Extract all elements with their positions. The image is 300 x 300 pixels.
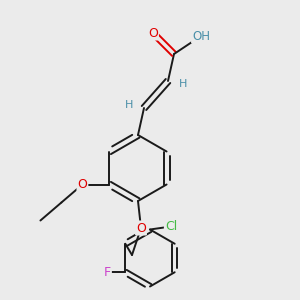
Text: O: O — [77, 178, 87, 191]
Text: H: H — [125, 100, 133, 110]
Text: H: H — [179, 79, 187, 89]
Text: Cl: Cl — [165, 220, 177, 233]
Text: F: F — [104, 266, 111, 279]
Text: OH: OH — [192, 29, 210, 43]
Text: O: O — [148, 26, 158, 40]
Text: O: O — [136, 221, 146, 235]
